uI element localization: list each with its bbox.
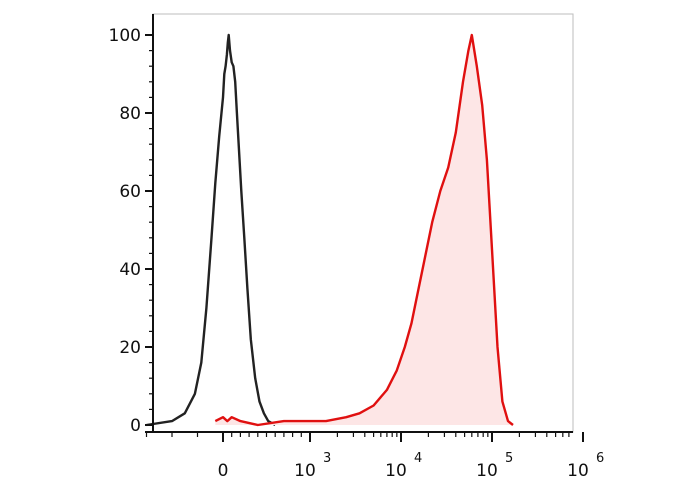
x-tick-label: 10 <box>385 461 407 481</box>
x-tick-label: 10 <box>476 461 498 481</box>
y-tick-label: 60 <box>119 182 141 202</box>
series-1-line <box>214 33 514 427</box>
y-tick-label: 20 <box>119 338 141 358</box>
y-tick-label: 100 <box>109 26 141 46</box>
x-tick-label: 0 <box>218 461 229 481</box>
x-tick-label: 10 <box>294 461 316 481</box>
x-tick-exponent: 6 <box>596 451 604 466</box>
y-tick-label: 0 <box>130 416 141 436</box>
plot-border <box>152 13 574 433</box>
x-tick-exponent: 5 <box>505 451 513 466</box>
series-0-line <box>146 33 276 427</box>
x-tick-label: 10 <box>567 461 589 481</box>
series-1-fill <box>215 35 514 425</box>
x-axis: 0 10 3 10 4 10 5 10 6 <box>145 431 604 481</box>
y-tick-label: 40 <box>119 260 141 280</box>
y-axis: 0 20 40 60 80 100 <box>109 14 154 436</box>
x-tick-exponent: 4 <box>414 451 422 466</box>
series-layer <box>146 33 514 427</box>
x-tick-exponent: 3 <box>323 451 331 466</box>
plot-frame <box>152 13 574 433</box>
y-tick-label: 80 <box>119 104 141 124</box>
